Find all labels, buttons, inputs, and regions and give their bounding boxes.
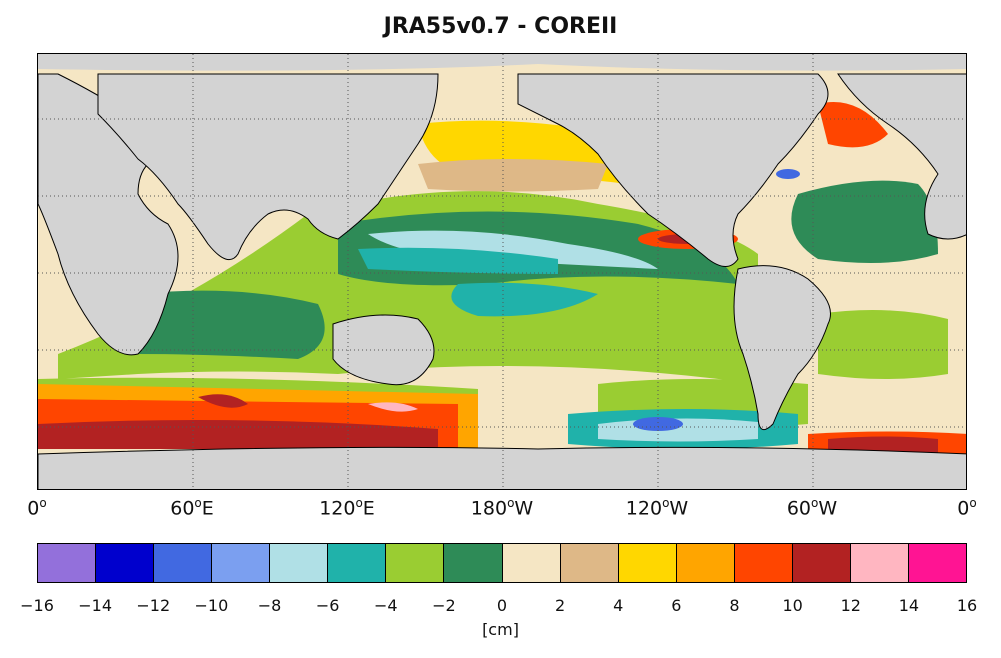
asia [97, 73, 439, 261]
colorbar-tick-label: −16 [20, 596, 54, 615]
colorbar-cell [908, 544, 966, 582]
lon-tick-label: 0o [27, 496, 47, 520]
colorbar-cell [386, 544, 445, 582]
colorbar-tick-label: −4 [373, 596, 398, 615]
colorbar-tick-label: 0 [496, 596, 508, 615]
colorbar-tick-label: 10 [782, 596, 803, 615]
europe-east [837, 73, 966, 240]
colorbar-tick-label: 4 [613, 596, 624, 615]
lon-tick-label: 0o [957, 496, 977, 520]
colorbar-cell [850, 544, 909, 582]
lon-tick-label: 120oE [319, 496, 375, 520]
colorbar-cell [734, 544, 793, 582]
colorbar-units: [cm] [482, 620, 519, 639]
colorbar-cell [502, 544, 561, 582]
colorbar-tick-label: −8 [257, 596, 282, 615]
colorbar-cell [154, 544, 213, 582]
graticule [38, 54, 966, 489]
colorbar-cell [444, 544, 503, 582]
colorbar-cell [328, 544, 387, 582]
antarctica [38, 446, 966, 489]
lon-tick-label: 180oW [470, 496, 534, 520]
colorbar-cell [560, 544, 619, 582]
colorbar-tick-label: 6 [671, 596, 682, 615]
colorbar-tick-label: −10 [194, 596, 229, 615]
colorbar-tick-label: −12 [136, 596, 171, 615]
colorbar-tick-label: 2 [555, 596, 566, 615]
lon-tick-label: 60oW [786, 496, 838, 520]
colorbar-tick-label: 16 [956, 596, 978, 615]
colorbar-cell [792, 544, 851, 582]
map-canvas [38, 54, 966, 489]
colorbar-tick-label: −2 [432, 596, 456, 615]
colorbar-tick-label: 8 [729, 596, 740, 615]
south-america [733, 265, 831, 431]
australia [332, 314, 435, 386]
colorbar-cell [618, 544, 677, 582]
colorbar-tick-label: 14 [898, 596, 920, 615]
colorbar-tick-label: −14 [78, 596, 113, 615]
map-title: JRA55v0.7 - COREII [383, 14, 618, 39]
sea-level-map [37, 53, 967, 490]
lon-tick-label: 60oE [170, 496, 214, 520]
colorbar-tick-label: 12 [840, 596, 861, 615]
colorbar-cell [676, 544, 735, 582]
lon-tick-label: 120oW [625, 496, 689, 520]
colorbar-cell [270, 544, 329, 582]
colorbar [37, 543, 967, 583]
colorbar-cell [212, 544, 271, 582]
colorbar-cell [38, 544, 97, 582]
colorbar-tick-label: −6 [315, 596, 340, 615]
colorbar-cell [96, 544, 155, 582]
north-america [517, 73, 829, 267]
